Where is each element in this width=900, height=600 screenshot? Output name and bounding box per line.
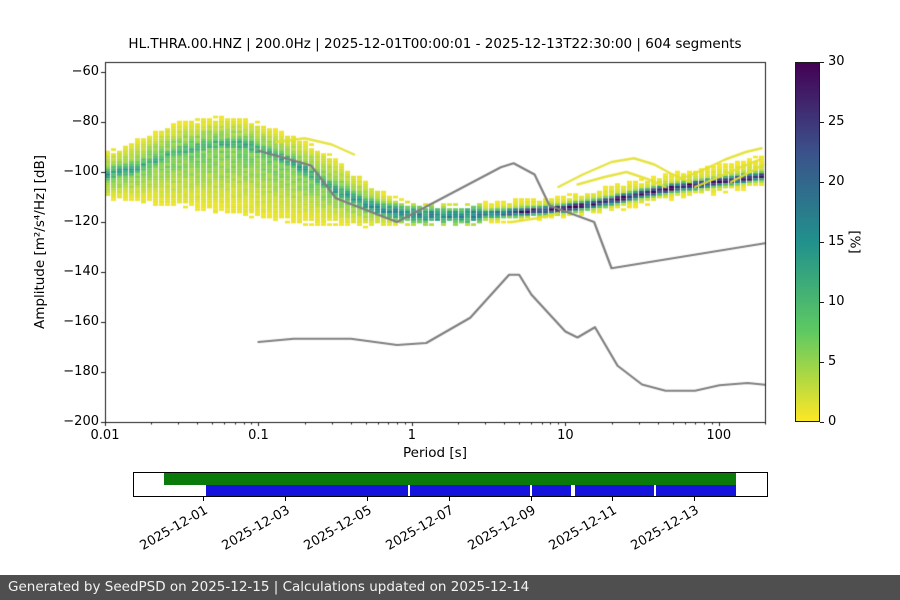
coverage-date-tick (693, 497, 695, 501)
colorbar-tick (820, 182, 824, 183)
y-tick-label: −140 (63, 264, 99, 279)
y-axis-label-wrap: Amplitude [m²/s⁴/Hz] [dB] (30, 62, 50, 422)
colorbar-tick-label: 10 (828, 294, 845, 309)
y-tick-label: −160 (63, 314, 99, 329)
coverage-blue-segment (574, 485, 655, 496)
y-tick-label: −100 (63, 164, 99, 179)
plot-title: HL.THRA.00.HNZ | 200.0Hz | 2025-12-01T00… (128, 36, 742, 52)
colorbar-label: [%] (847, 230, 863, 254)
colorbar-tick (820, 422, 824, 423)
y-tick-label: −80 (71, 114, 99, 129)
coverage-blue-segment (531, 485, 572, 496)
x-axis-label: Period [s] (403, 445, 467, 461)
coverage-date-tick (448, 497, 450, 501)
y-tick-label: −200 (63, 414, 99, 429)
colorbar-tick (820, 122, 824, 123)
coverage-date-tick (366, 497, 368, 501)
y-axis-label: Amplitude [m²/s⁴/Hz] [dB] (32, 154, 49, 330)
colorbar-tick-label: 15 (828, 234, 845, 249)
colorbar-tick (820, 302, 824, 303)
colorbar-tick-label: 5 (828, 354, 837, 369)
colorbar-tick-label: 20 (828, 174, 845, 189)
coverage-blue-segment (656, 485, 736, 496)
colorbar-tick (820, 62, 824, 63)
x-tick-label: 10 (557, 428, 574, 443)
coverage-date-tick (530, 497, 532, 501)
colorbar-tick (820, 242, 824, 243)
x-tick-label: 1 (407, 428, 417, 443)
colorbar-label-wrap: [%] (845, 62, 865, 422)
coverage-bar (133, 472, 768, 497)
y-tick-label: −120 (63, 214, 99, 229)
colorbar-tick (820, 362, 824, 363)
coverage-blue-segment (205, 485, 409, 496)
y-tick-label: −60 (71, 64, 99, 79)
colorbar-tick-label: 0 (828, 414, 837, 429)
coverage-date-tick (612, 497, 614, 501)
colorbar-tick-label: 30 (828, 54, 845, 69)
x-tick-label: 0.01 (90, 428, 120, 443)
ppsd-plot-canvas (95, 52, 775, 432)
coverage-blue-segment (409, 485, 530, 496)
coverage-date-tick (284, 497, 286, 501)
coverage-date-tick (202, 497, 204, 501)
coverage-green-segment (163, 473, 736, 485)
y-tick-label: −180 (63, 364, 99, 379)
footer-text: Generated by SeedPSD on 2025-12-15 | Cal… (8, 579, 530, 595)
colorbar-gradient (795, 62, 820, 422)
x-tick-label: 100 (706, 428, 732, 443)
x-tick-label: 0.1 (248, 428, 269, 443)
footer-bar: Generated by SeedPSD on 2025-12-15 | Cal… (0, 575, 900, 600)
colorbar-tick-label: 25 (828, 114, 845, 129)
